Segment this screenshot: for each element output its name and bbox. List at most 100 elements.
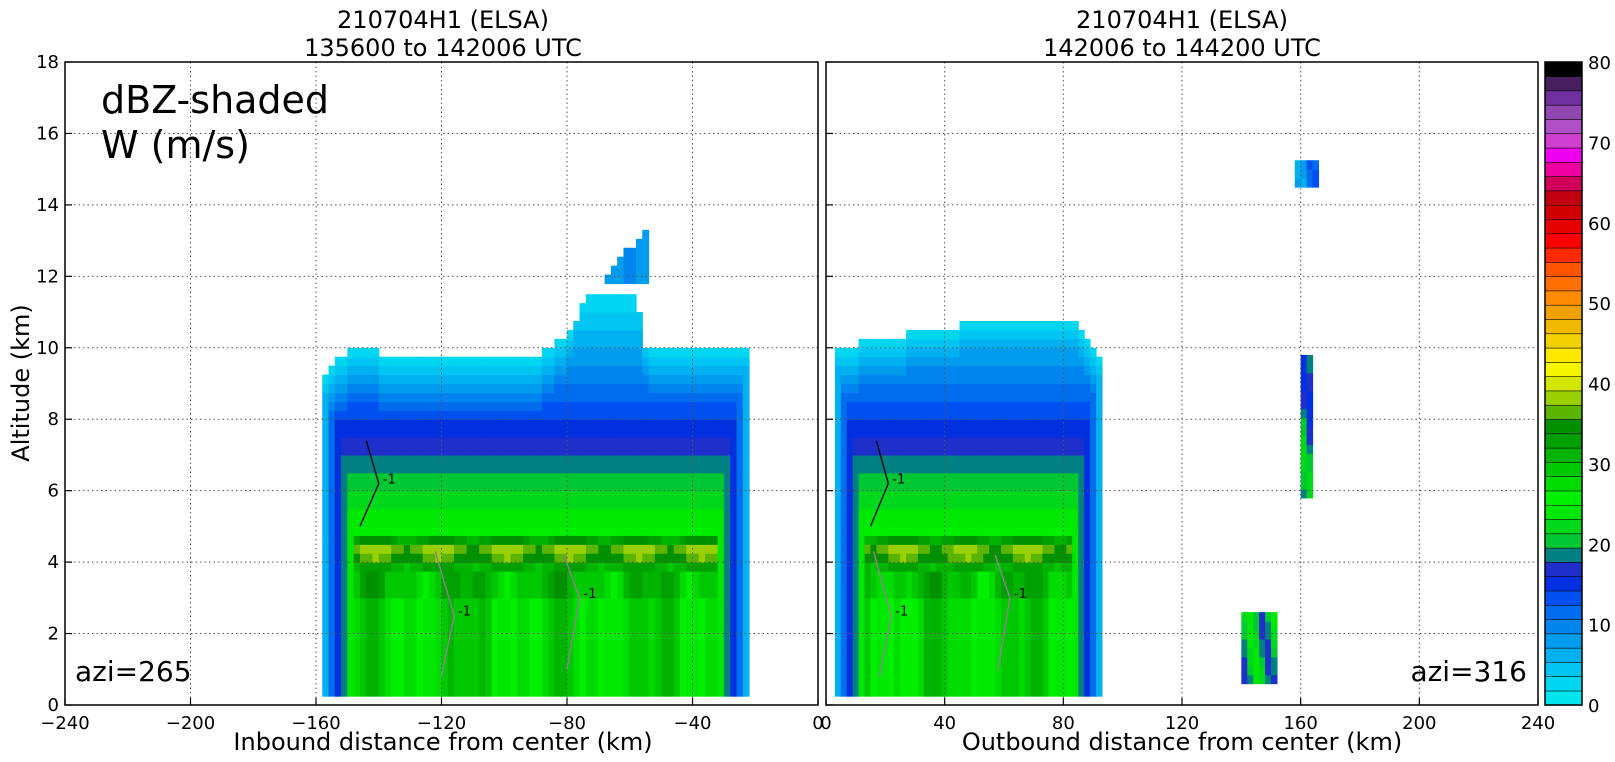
reflectivity-cell	[692, 481, 700, 492]
reflectivity-cell	[460, 553, 468, 563]
reflectivity-cell	[510, 463, 518, 474]
reflectivity-cell	[397, 419, 405, 429]
reflectivity-cell	[341, 642, 348, 653]
reflectivity-cell	[1084, 401, 1091, 411]
reflectivity-cell	[403, 446, 411, 456]
reflectivity-cell	[516, 660, 524, 670]
reflectivity-cell	[1095, 508, 1103, 519]
reflectivity-cell	[648, 490, 656, 501]
reflectivity-cell	[1012, 365, 1020, 376]
reflectivity-cell	[995, 687, 1002, 697]
reflectivity-cell	[541, 490, 549, 501]
reflectivity-cell	[636, 579, 643, 590]
reflectivity-cell	[497, 401, 505, 411]
reflectivity-cell	[636, 446, 643, 456]
reflectivity-cell	[900, 472, 907, 483]
reflectivity-cell	[479, 624, 487, 635]
reflectivity-cell	[554, 588, 562, 599]
x-tick-label: 120	[1165, 713, 1199, 734]
reflectivity-cell	[592, 338, 599, 349]
reflectivity-cell	[491, 463, 499, 474]
reflectivity-cell	[917, 365, 925, 376]
w-contour-line	[563, 554, 581, 670]
reflectivity-cell	[698, 401, 706, 411]
reflectivity-cell	[629, 535, 637, 545]
reflectivity-cell	[917, 535, 925, 545]
reflectivity-cell	[403, 490, 411, 501]
reflectivity-cell	[598, 446, 606, 456]
reflectivity-cell	[554, 517, 562, 527]
reflectivity-cell	[673, 687, 681, 697]
reflectivity-cell	[491, 669, 499, 679]
reflectivity-cell	[548, 356, 556, 367]
reflectivity-cell	[846, 356, 854, 367]
reflectivity-cell	[654, 392, 662, 402]
reflectivity-cell	[428, 499, 436, 510]
reflectivity-cell	[1066, 472, 1073, 483]
reflectivity-cell	[322, 481, 330, 492]
reflectivity-cell	[466, 499, 474, 510]
reflectivity-cell	[485, 490, 493, 501]
reflectivity-cell	[1078, 579, 1085, 590]
reflectivity-cell	[1054, 651, 1061, 661]
reflectivity-cell	[1006, 624, 1014, 635]
reflectivity-cell	[592, 508, 599, 519]
reflectivity-cell	[742, 499, 750, 510]
reflectivity-cell	[698, 428, 706, 438]
reflectivity-cell	[983, 651, 990, 661]
reflectivity-cell	[535, 437, 543, 447]
reflectivity-cell	[359, 588, 367, 599]
reflectivity-cell	[573, 338, 581, 349]
reflectivity-cell	[428, 383, 436, 394]
reflectivity-cell	[328, 446, 336, 456]
colorbar-tick-label: 50	[1588, 294, 1611, 315]
reflectivity-cell	[906, 687, 913, 697]
reflectivity-cell	[1012, 329, 1020, 340]
reflectivity-cell	[548, 419, 556, 429]
reflectivity-cell	[679, 660, 687, 670]
reflectivity-cell	[334, 651, 342, 661]
reflectivity-cell	[598, 571, 606, 581]
reflectivity-cell	[888, 660, 895, 670]
reflectivity-cell	[1030, 481, 1038, 492]
reflectivity-cell	[698, 374, 706, 385]
reflectivity-cell	[900, 651, 907, 661]
reflectivity-cell	[385, 437, 392, 447]
reflectivity-cell	[1036, 374, 1044, 385]
reflectivity-cell	[923, 660, 931, 670]
reflectivity-cell	[1072, 544, 1079, 554]
reflectivity-cell	[447, 437, 455, 447]
reflectivity-cell	[648, 606, 656, 617]
reflectivity-cell	[573, 347, 581, 358]
reflectivity-cell	[667, 660, 675, 670]
reflectivity-cell	[852, 678, 860, 688]
reflectivity-cell	[673, 615, 681, 626]
reflectivity-cell	[541, 410, 549, 420]
reflectivity-cell	[523, 633, 530, 644]
reflectivity-cell	[334, 401, 342, 411]
reflectivity-cell	[328, 588, 336, 599]
reflectivity-cell	[479, 401, 487, 411]
reflectivity-cell	[328, 562, 336, 572]
reflectivity-cell	[410, 437, 417, 447]
reflectivity-cell	[460, 446, 468, 456]
reflectivity-cell	[698, 472, 706, 483]
reflectivity-cell	[629, 446, 637, 456]
reflectivity-cell	[1084, 588, 1091, 599]
reflectivity-cell	[617, 419, 625, 429]
reflectivity-cell	[548, 544, 556, 554]
reflectivity-cell	[882, 463, 889, 474]
reflectivity-cell	[334, 535, 342, 545]
reflectivity-cell	[410, 660, 417, 670]
reflectivity-cell	[598, 562, 606, 572]
reflectivity-cell	[516, 446, 524, 456]
reflectivity-cell	[736, 606, 744, 617]
reflectivity-cell	[935, 374, 943, 385]
reflectivity-cell	[723, 579, 731, 590]
isolated-echo-cell	[1253, 674, 1260, 685]
reflectivity-cell	[466, 481, 474, 492]
reflectivity-cell	[912, 401, 919, 411]
reflectivity-cell	[334, 428, 342, 438]
reflectivity-cell	[1054, 365, 1061, 376]
reflectivity-cell	[840, 633, 848, 644]
